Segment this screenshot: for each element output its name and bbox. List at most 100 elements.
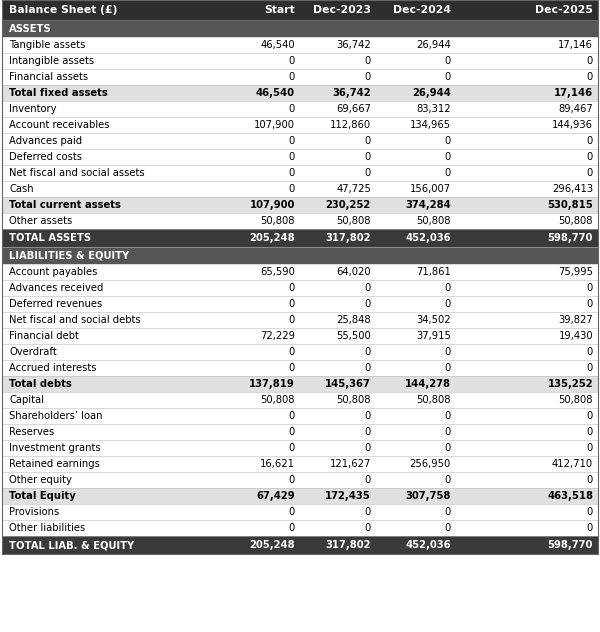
Bar [2,117,598,133]
Text: 50,808: 50,808 [416,395,451,405]
Text: 39,827: 39,827 [558,315,593,325]
Text: 0: 0 [587,411,593,421]
Text: 71,861: 71,861 [416,267,451,277]
Text: Advances received: Advances received [9,283,103,293]
Text: 0: 0 [365,363,371,373]
Text: 0: 0 [365,427,371,437]
Bar [2,213,598,229]
Text: 412,710: 412,710 [552,459,593,469]
Bar [2,53,598,69]
Text: Balance Sheet (£): Balance Sheet (£) [9,5,118,15]
Bar [2,296,598,312]
Bar [2,165,598,181]
Text: 50,808: 50,808 [559,395,593,405]
Text: 0: 0 [445,507,451,517]
Text: 0: 0 [365,152,371,162]
Text: Other liabilities: Other liabilities [9,523,85,533]
Text: ASSETS: ASSETS [9,23,52,33]
Bar [2,312,598,328]
Text: 0: 0 [445,136,451,146]
Text: 0: 0 [587,299,593,309]
Text: 0: 0 [587,443,593,453]
Text: 0: 0 [289,363,295,373]
Text: 0: 0 [289,523,295,533]
Text: 156,007: 156,007 [410,184,451,194]
Text: 0: 0 [587,72,593,82]
Text: Dec-2023: Dec-2023 [313,5,371,15]
Text: Total Equity: Total Equity [9,491,76,501]
Text: 0: 0 [365,347,371,357]
Text: 145,367: 145,367 [325,379,371,389]
Text: Provisions: Provisions [9,507,59,517]
Bar [2,101,598,117]
Text: 65,590: 65,590 [260,267,295,277]
Text: 55,500: 55,500 [336,331,371,341]
Text: 0: 0 [445,475,451,485]
Text: 0: 0 [587,136,593,146]
Bar [2,344,598,360]
Text: 317,802: 317,802 [325,233,371,243]
Text: 107,900: 107,900 [254,120,295,130]
Text: 0: 0 [289,283,295,293]
Text: 83,312: 83,312 [416,104,451,114]
Text: Inventory: Inventory [9,104,56,114]
Text: Total debts: Total debts [9,379,72,389]
Text: 530,815: 530,815 [547,200,593,210]
Text: Reserves: Reserves [9,427,54,437]
Text: 296,413: 296,413 [552,184,593,194]
Text: Tangible assets: Tangible assets [9,40,85,50]
Text: 47,725: 47,725 [336,184,371,194]
Bar [2,37,598,53]
Text: 0: 0 [289,411,295,421]
Text: Net fiscal and social assets: Net fiscal and social assets [9,168,145,178]
Bar [2,229,598,247]
Text: 0: 0 [289,184,295,194]
Text: 135,252: 135,252 [547,379,593,389]
Text: 50,808: 50,808 [260,216,295,226]
Text: 89,467: 89,467 [558,104,593,114]
Text: 0: 0 [289,56,295,66]
Bar [2,69,598,85]
Text: 0: 0 [289,299,295,309]
Text: 50,808: 50,808 [260,395,295,405]
Text: Dec-2025: Dec-2025 [535,5,593,15]
Text: 36,742: 36,742 [336,40,371,50]
Text: 75,995: 75,995 [558,267,593,277]
Text: Account receivables: Account receivables [9,120,110,130]
Text: 0: 0 [445,72,451,82]
Text: 0: 0 [289,475,295,485]
Text: 0: 0 [365,523,371,533]
Text: 0: 0 [365,283,371,293]
Text: 17,146: 17,146 [554,88,593,98]
Text: 0: 0 [587,56,593,66]
Text: 0: 0 [365,56,371,66]
Text: 36,742: 36,742 [332,88,371,98]
Bar [2,504,598,520]
Text: LIABILITIES & EQUITY: LIABILITIES & EQUITY [9,250,129,260]
Text: 0: 0 [445,427,451,437]
Text: 144,936: 144,936 [552,120,593,130]
Text: 144,278: 144,278 [405,379,451,389]
Bar [2,197,598,213]
Text: 0: 0 [587,507,593,517]
Text: 0: 0 [289,152,295,162]
Text: Total fixed assets: Total fixed assets [9,88,108,98]
Text: 16,621: 16,621 [260,459,295,469]
Text: 598,770: 598,770 [548,233,593,243]
Bar [2,520,598,536]
Text: 25,848: 25,848 [337,315,371,325]
Bar [2,408,598,424]
Bar [2,456,598,472]
Text: Financial assets: Financial assets [9,72,88,82]
Text: 37,915: 37,915 [416,331,451,341]
Text: 0: 0 [365,168,371,178]
Text: 0: 0 [445,443,451,453]
Text: Deferred costs: Deferred costs [9,152,82,162]
Text: 0: 0 [587,152,593,162]
Text: 50,808: 50,808 [337,395,371,405]
Text: 0: 0 [289,136,295,146]
Text: 0: 0 [587,347,593,357]
Bar [2,280,598,296]
Text: 0: 0 [365,411,371,421]
Text: Net fiscal and social debts: Net fiscal and social debts [9,315,140,325]
